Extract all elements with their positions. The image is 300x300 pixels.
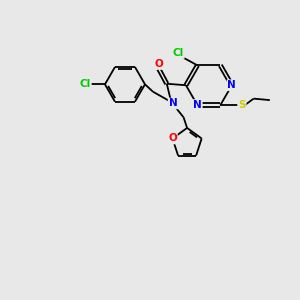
Text: Cl: Cl: [172, 48, 184, 58]
Text: O: O: [154, 59, 163, 69]
Text: N: N: [193, 100, 202, 110]
Text: N: N: [227, 80, 236, 90]
Text: S: S: [238, 100, 246, 110]
Text: N: N: [169, 98, 177, 109]
Text: O: O: [168, 134, 177, 143]
Text: Cl: Cl: [80, 79, 91, 89]
